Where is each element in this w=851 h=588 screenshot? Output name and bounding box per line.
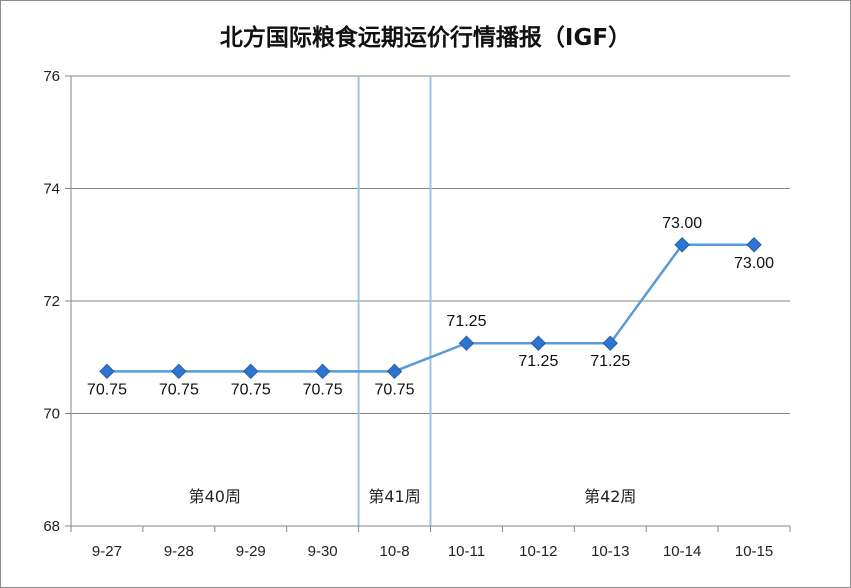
data-point-marker — [171, 363, 187, 380]
x-tick-label: 9-28 — [164, 543, 194, 560]
series-line — [106, 243, 755, 373]
data-label: 71.25 — [590, 353, 630, 370]
y-tick-label: 68 — [43, 518, 60, 535]
x-tick-label: 10-13 — [591, 543, 629, 560]
data-label: 70.75 — [375, 381, 415, 398]
week-labels: 第40周 第41周 第42周 — [189, 487, 637, 506]
week-dividers — [357, 76, 432, 526]
x-tick-label: 10-11 — [448, 543, 485, 560]
data-point-marker — [746, 237, 762, 253]
x-tick-label: 10-8 — [380, 543, 410, 560]
y-tick-label: 74 — [43, 181, 60, 198]
data-label: 71.25 — [446, 313, 486, 330]
data-label: 73.00 — [734, 255, 774, 272]
data-label: 70.75 — [303, 381, 343, 398]
y-tick-label: 70 — [43, 406, 60, 423]
data-point-marker — [458, 335, 475, 351]
x-tick-label: 10-15 — [735, 543, 773, 560]
data-point-marker — [602, 335, 618, 351]
y-tick-label: 72 — [43, 293, 60, 310]
data-labels: 70.75 70.75 70.75 70.75 70.75 71.25 71.25 71.25… — [87, 215, 774, 399]
week-label: 第41周 — [368, 487, 420, 506]
y-tick-label: 76 — [43, 68, 60, 85]
x-tick-label: 10-12 — [519, 543, 557, 560]
data-point-marker — [243, 363, 259, 380]
x-tick-label: 9-30 — [308, 543, 338, 560]
data-point-marker — [386, 363, 403, 380]
data-point-marker — [99, 363, 115, 380]
x-tick-label: 9-29 — [236, 543, 266, 560]
y-tick-labels: 68 70 72 74 76 — [43, 68, 60, 535]
data-point-marker — [530, 335, 547, 351]
data-label: 70.75 — [87, 381, 127, 398]
x-tick-label: 10-14 — [663, 543, 701, 560]
axes — [70, 76, 791, 532]
data-label: 70.75 — [231, 381, 271, 398]
data-point-marker — [314, 363, 331, 380]
week-label: 第40周 — [189, 487, 241, 506]
series-line-path — [106, 243, 755, 373]
data-point-marker — [674, 237, 690, 253]
data-label: 70.75 — [159, 381, 199, 398]
x-tick-labels: 9-27 9-28 9-29 9-30 10-8 10-11 10-12 10-13 10-14… — [92, 543, 773, 560]
week-label: 第42周 — [584, 487, 636, 506]
gridlines — [65, 75, 790, 527]
data-markers — [99, 237, 762, 380]
chart-title: 北方国际粮食远期运价行情播报（IGF） — [219, 25, 632, 51]
data-label: 71.25 — [518, 353, 558, 370]
data-label: 73.00 — [662, 215, 702, 232]
x-tick-label: 9-27 — [92, 543, 122, 560]
